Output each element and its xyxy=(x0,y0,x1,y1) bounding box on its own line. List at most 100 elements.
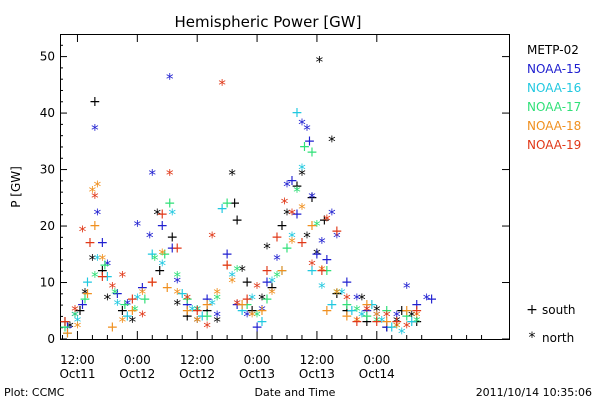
data-point: + xyxy=(311,246,323,262)
x-tick-time: 12:00 xyxy=(60,353,95,367)
data-point: + xyxy=(126,303,138,319)
data-point: * xyxy=(253,279,261,297)
plot-frame xyxy=(60,34,510,340)
data-point: * xyxy=(151,251,159,269)
data-point: * xyxy=(273,251,281,269)
data-point: * xyxy=(154,206,162,224)
data-point: * xyxy=(423,290,431,308)
y-tick-label: 50 xyxy=(40,50,55,64)
data-point: * xyxy=(333,285,341,303)
data-point: + xyxy=(176,286,188,302)
data-point: + xyxy=(246,303,258,319)
legend-item-noaa-18: NOAA-18 xyxy=(527,119,581,133)
data-point: + xyxy=(221,258,233,274)
data-point: + xyxy=(341,303,353,319)
x-tick-time: 0:00 xyxy=(363,353,390,367)
data-point: * xyxy=(281,194,289,212)
data-point: * xyxy=(258,290,266,308)
legend-series: METP-02 NOAA-15 NOAA-16 NOAA-17 NOAA-18 NOAA-… xyxy=(527,43,581,152)
data-point: * xyxy=(169,206,177,224)
data-point: * xyxy=(129,313,137,331)
data-point: + xyxy=(261,291,273,307)
data-point: + xyxy=(191,303,203,319)
data-point: + xyxy=(361,297,373,313)
data-point: + xyxy=(241,275,253,291)
data-point: + xyxy=(171,241,183,257)
data-point: + xyxy=(62,320,74,336)
data-point: * xyxy=(159,245,167,263)
footer-plot-source: Plot: CCMC xyxy=(4,386,65,399)
data-point: + xyxy=(426,291,438,307)
data-point: * xyxy=(373,313,381,331)
data-point: * xyxy=(91,268,99,286)
data-point: * xyxy=(393,313,401,331)
data-point: * xyxy=(268,285,276,303)
data-point: + xyxy=(181,291,193,307)
legend-item-noaa-16: NOAA-16 xyxy=(527,81,581,95)
data-point: + xyxy=(331,224,343,240)
data-point: * xyxy=(283,178,291,196)
data-point: * xyxy=(288,228,296,246)
data-point: * xyxy=(258,302,266,320)
data-point: + xyxy=(321,263,333,279)
data-point: * xyxy=(323,211,331,229)
data-point: * xyxy=(393,319,401,337)
data-point: + xyxy=(201,303,213,319)
data-point: + xyxy=(411,297,423,313)
data-point: + xyxy=(97,235,109,251)
data-point: * xyxy=(233,296,241,314)
data-point: + xyxy=(119,297,131,313)
legend-item-metp-02: METP-02 xyxy=(527,43,579,57)
data-point: * xyxy=(228,274,236,292)
data-point: + xyxy=(62,325,74,341)
data-point: + xyxy=(231,297,243,313)
data-point: + xyxy=(304,133,316,149)
data-point: * xyxy=(328,132,336,150)
data-point: * xyxy=(104,290,112,308)
data-point: * xyxy=(74,313,82,331)
data-point: * xyxy=(91,189,99,207)
data-point: + xyxy=(126,291,138,307)
data-point: * xyxy=(203,319,211,337)
data-point: + xyxy=(331,286,343,302)
data-point: + xyxy=(256,303,268,319)
data-point: + xyxy=(221,195,233,211)
data-point: + xyxy=(136,280,148,296)
data-point: + xyxy=(351,314,363,330)
legend-marker-south: south xyxy=(542,303,576,317)
data-point: * xyxy=(124,296,132,314)
data-point: * xyxy=(408,307,416,325)
data-point: * xyxy=(119,268,127,286)
data-point: * xyxy=(358,290,366,308)
chart-title: Hemispheric Power [GW] xyxy=(175,13,362,31)
data-point: * xyxy=(159,257,167,275)
data-point: + xyxy=(59,320,71,336)
legend-marker-symbol: + xyxy=(526,302,538,318)
data-point: + xyxy=(99,258,111,274)
y-tick-label: 20 xyxy=(40,219,55,233)
data-point: * xyxy=(166,166,174,184)
data-point: * xyxy=(353,302,361,320)
data-point: * xyxy=(393,307,401,325)
data-point: + xyxy=(89,94,101,110)
data-point: + xyxy=(241,291,253,307)
data-point: + xyxy=(366,297,378,313)
data-point: + xyxy=(381,303,393,319)
data-point: + xyxy=(401,308,413,324)
data-point: * xyxy=(403,319,411,337)
x-tick-time: 0:00 xyxy=(244,353,271,367)
x-tick-time: 0:00 xyxy=(124,353,151,367)
data-point: * xyxy=(134,217,142,235)
legend-marker-symbol: * xyxy=(529,330,536,346)
data-point: + xyxy=(381,320,393,336)
data-point: + xyxy=(221,246,233,262)
data-point: + xyxy=(164,195,176,211)
data-point: * xyxy=(208,296,216,314)
data-point: * xyxy=(193,313,201,331)
legend-item-noaa-15: NOAA-15 xyxy=(527,62,581,76)
x-tick-time: 12:00 xyxy=(180,353,215,367)
data-point: * xyxy=(173,274,181,292)
data-point: + xyxy=(62,325,74,341)
data-point: * xyxy=(146,228,154,246)
data-point: * xyxy=(66,319,74,337)
